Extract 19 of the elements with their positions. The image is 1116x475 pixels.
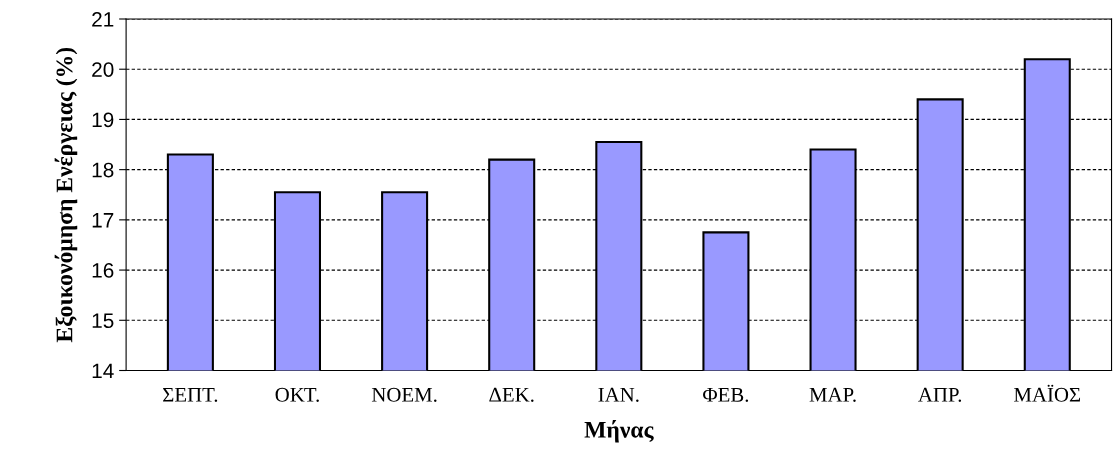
x-tick-label: ΙΑΝ. [598,387,639,402]
y-tick-label: 16 [92,263,114,278]
x-tick-label: ΣΕΠΤ. [163,387,218,402]
x-tick-label: ΔΕΚ. [489,387,534,402]
y-axis-title: Εξοικονόμηση Ενέργειας (%) [54,47,78,343]
x-tick-label: ΝΟΕΜ. [371,387,437,402]
y-tick-label: 17 [92,213,114,228]
y-tick-label: 14 [92,363,114,379]
y-tick-label: 18 [92,162,114,178]
x-tick-label: ΟΚΤ. [275,387,319,402]
x-axis-title: Μήνας [584,419,654,443]
x-tick-label: ΑΠΡ. [918,387,962,402]
x-tick-label: ΦΕΒ. [703,387,749,402]
y-tick-label: 21 [92,12,114,27]
y-tick-label: 19 [92,112,114,128]
x-tick-label: ΜΑΡ. [809,387,856,402]
y-tick-label: 15 [92,313,114,329]
x-tick-label: ΜΑΪΟΣ [1014,384,1081,402]
y-tick-label: 20 [92,62,114,77]
